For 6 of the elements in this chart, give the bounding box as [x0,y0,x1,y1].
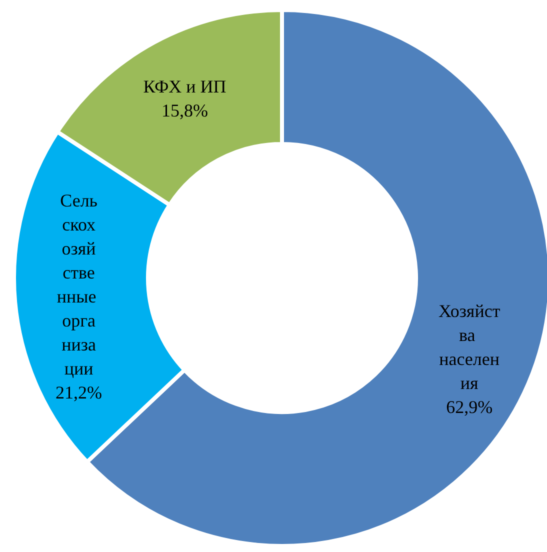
slice-label: Сельскохозяйственные организации [56,190,101,378]
data-label: 21,2% [56,382,102,402]
slice-label: КФХ и ИП [143,76,226,97]
data-label: 62,9% [446,396,493,417]
data-label: 15,8% [162,100,208,121]
slice-label: Хозяйства населения [438,300,500,393]
